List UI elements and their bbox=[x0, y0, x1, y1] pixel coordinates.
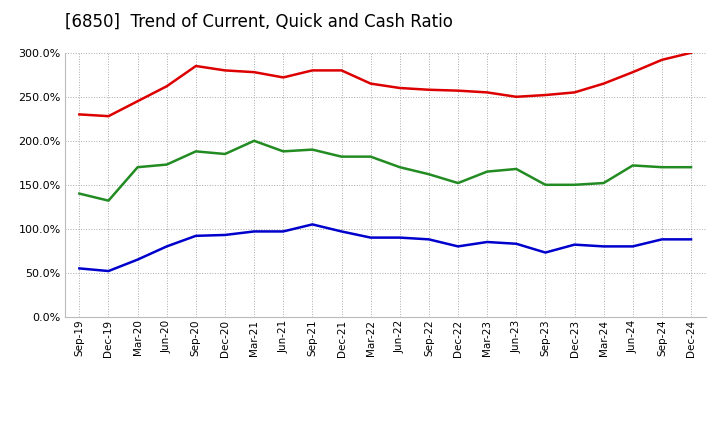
Quick Ratio bbox=[220, 151, 229, 157]
Quick Ratio bbox=[192, 149, 200, 154]
Cash Ratio bbox=[104, 268, 113, 274]
Current Ratio bbox=[657, 57, 666, 62]
Cash Ratio bbox=[629, 244, 637, 249]
Current Ratio bbox=[512, 94, 521, 99]
Current Ratio bbox=[220, 68, 229, 73]
Current Ratio bbox=[75, 112, 84, 117]
Current Ratio bbox=[570, 90, 579, 95]
Quick Ratio bbox=[366, 154, 375, 159]
Quick Ratio bbox=[629, 163, 637, 168]
Current Ratio bbox=[308, 68, 317, 73]
Current Ratio bbox=[366, 81, 375, 86]
Quick Ratio bbox=[570, 182, 579, 187]
Cash Ratio bbox=[163, 244, 171, 249]
Quick Ratio bbox=[133, 165, 142, 170]
Current Ratio bbox=[192, 63, 200, 69]
Quick Ratio bbox=[483, 169, 492, 174]
Line: Current Ratio: Current Ratio bbox=[79, 53, 691, 116]
Current Ratio bbox=[163, 84, 171, 89]
Cash Ratio bbox=[366, 235, 375, 240]
Current Ratio bbox=[629, 70, 637, 75]
Quick Ratio bbox=[250, 138, 258, 143]
Quick Ratio bbox=[75, 191, 84, 196]
Cash Ratio bbox=[75, 266, 84, 271]
Current Ratio bbox=[483, 90, 492, 95]
Current Ratio bbox=[395, 85, 404, 91]
Current Ratio bbox=[687, 50, 696, 55]
Current Ratio bbox=[541, 92, 550, 98]
Cash Ratio bbox=[483, 239, 492, 245]
Current Ratio bbox=[133, 99, 142, 104]
Quick Ratio bbox=[599, 180, 608, 186]
Quick Ratio bbox=[454, 180, 462, 186]
Cash Ratio bbox=[512, 241, 521, 246]
Quick Ratio bbox=[104, 198, 113, 203]
Current Ratio bbox=[599, 81, 608, 86]
Cash Ratio bbox=[599, 244, 608, 249]
Quick Ratio bbox=[337, 154, 346, 159]
Cash Ratio bbox=[133, 257, 142, 262]
Current Ratio bbox=[250, 70, 258, 75]
Line: Quick Ratio: Quick Ratio bbox=[79, 141, 691, 201]
Cash Ratio bbox=[454, 244, 462, 249]
Cash Ratio bbox=[192, 233, 200, 238]
Current Ratio bbox=[279, 75, 287, 80]
Quick Ratio bbox=[395, 165, 404, 170]
Cash Ratio bbox=[541, 250, 550, 255]
Cash Ratio bbox=[308, 222, 317, 227]
Quick Ratio bbox=[687, 165, 696, 170]
Line: Cash Ratio: Cash Ratio bbox=[79, 224, 691, 271]
Current Ratio bbox=[104, 114, 113, 119]
Text: [6850]  Trend of Current, Quick and Cash Ratio: [6850] Trend of Current, Quick and Cash … bbox=[65, 13, 453, 31]
Quick Ratio bbox=[279, 149, 287, 154]
Quick Ratio bbox=[657, 165, 666, 170]
Cash Ratio bbox=[425, 237, 433, 242]
Quick Ratio bbox=[308, 147, 317, 152]
Quick Ratio bbox=[512, 166, 521, 172]
Current Ratio bbox=[337, 68, 346, 73]
Current Ratio bbox=[454, 88, 462, 93]
Quick Ratio bbox=[163, 162, 171, 167]
Cash Ratio bbox=[687, 237, 696, 242]
Cash Ratio bbox=[570, 242, 579, 247]
Cash Ratio bbox=[337, 229, 346, 234]
Cash Ratio bbox=[279, 229, 287, 234]
Cash Ratio bbox=[657, 237, 666, 242]
Cash Ratio bbox=[395, 235, 404, 240]
Current Ratio bbox=[425, 87, 433, 92]
Quick Ratio bbox=[541, 182, 550, 187]
Cash Ratio bbox=[250, 229, 258, 234]
Quick Ratio bbox=[425, 172, 433, 177]
Cash Ratio bbox=[220, 232, 229, 238]
